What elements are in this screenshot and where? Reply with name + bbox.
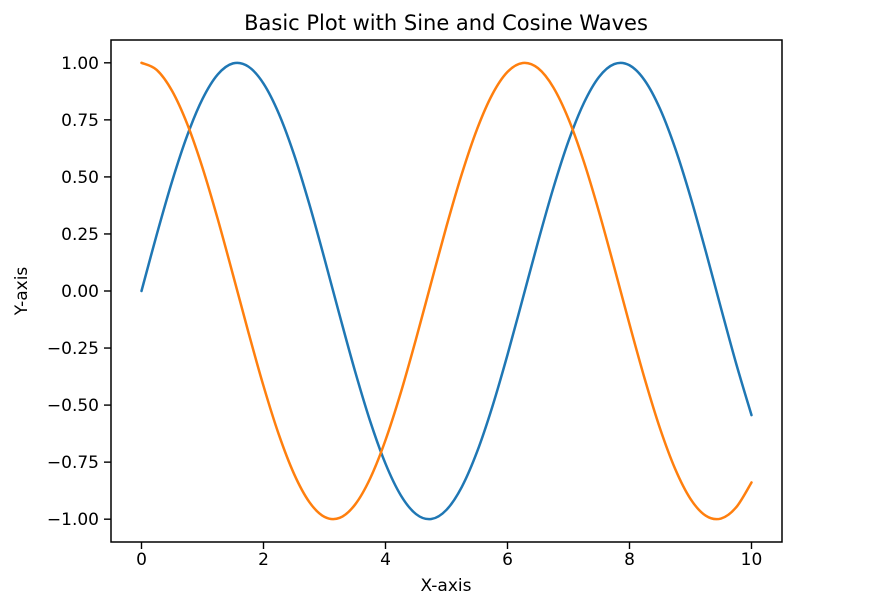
x-tick-label: 0: [136, 550, 147, 570]
y-tick-label: 0.50: [61, 168, 99, 188]
plot-lines: [140, 61, 753, 521]
y-tick-label: −0.75: [47, 453, 99, 473]
y-tick-label: 1.00: [61, 54, 99, 74]
chart-title: Basic Plot with Sine and Cosine Waves: [244, 11, 648, 35]
x-tick-label: 2: [258, 550, 269, 570]
axis-ticks: 0 2 4 6 8 10 −1.00 −0.75 −0.50 −0.25 0.00 0.25 0.50 0…: [47, 54, 762, 570]
y-tick-label: 0.75: [61, 111, 99, 131]
y-axis-label: Y-axis: [12, 267, 32, 317]
x-tick-label: 10: [741, 550, 763, 570]
y-tick-label: −0.25: [47, 339, 99, 359]
x-tick-label: 6: [502, 550, 513, 570]
plot-frame: [110, 39, 783, 543]
y-tick-label: 0.25: [61, 225, 99, 245]
x-axis-label: X-axis: [421, 576, 472, 596]
y-tick-label: 0.00: [61, 282, 99, 302]
sine-line: [140, 61, 753, 521]
y-tick-label: −0.50: [47, 396, 99, 416]
x-tick-label: 4: [380, 550, 391, 570]
y-tick-label: −1.00: [47, 510, 99, 530]
cosine-line: [140, 61, 753, 521]
x-tick-label: 8: [624, 550, 635, 570]
